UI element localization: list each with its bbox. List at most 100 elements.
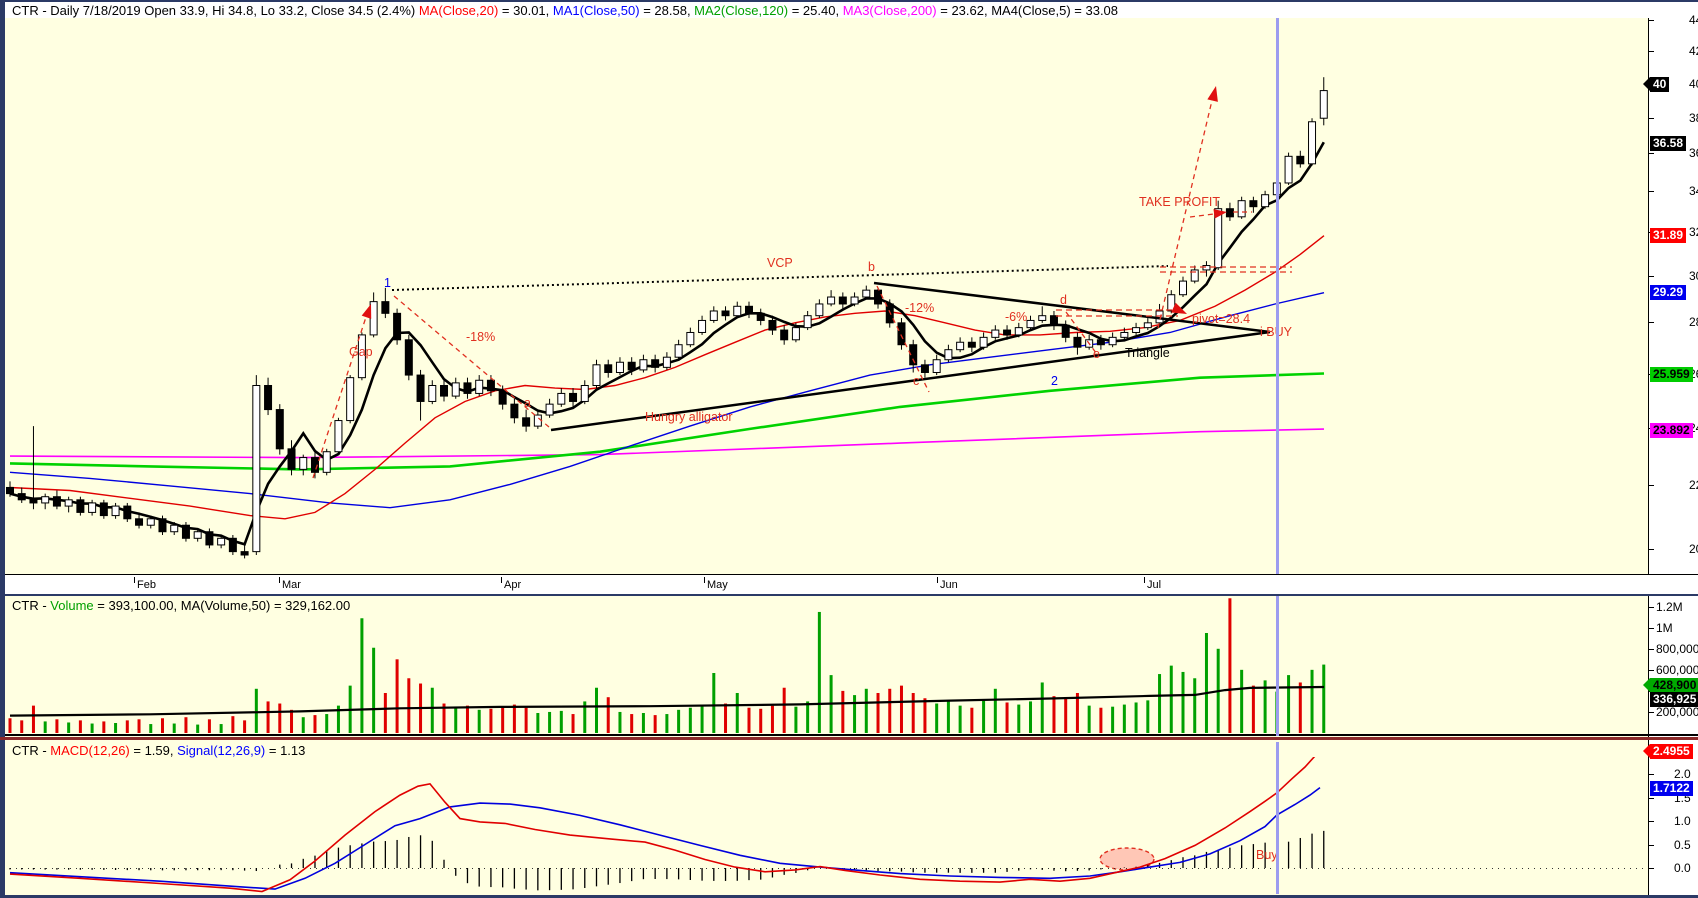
- candle-body: [522, 417, 531, 427]
- volume-bar: [196, 724, 200, 733]
- candle-body: [1108, 336, 1117, 346]
- crosshair-cursor-line[interactable]: [1276, 742, 1279, 894]
- candle-body: [1073, 336, 1082, 348]
- volume-bar: [114, 723, 118, 733]
- volume-bar: [1146, 700, 1150, 733]
- volume-bar: [55, 719, 59, 733]
- candle-body: [64, 499, 73, 507]
- volume-bar: [125, 720, 129, 733]
- volume-bar: [172, 723, 176, 733]
- volume-axis-tick-mark: [1648, 648, 1654, 650]
- volume-pane-header: CTR - Volume = 393,100.00, MA(Volume,50)…: [12, 598, 350, 613]
- volume-bar: [571, 714, 575, 733]
- volume-bar: [336, 705, 340, 733]
- volume-axis-tick-label: 1M: [1656, 621, 1673, 635]
- header-text-part: MA4(Close,5) = 33.08: [991, 3, 1119, 18]
- candle-body: [791, 327, 800, 341]
- left-frame-border: [0, 0, 5, 898]
- header-text-part: Signal(12,26,9): [177, 743, 266, 758]
- macd-line: [9, 757, 1316, 893]
- volume-bar: [290, 709, 294, 733]
- candle-body: [357, 334, 366, 379]
- candle-body: [932, 359, 941, 373]
- volume-bar: [31, 705, 35, 733]
- badge-arrow: [1643, 677, 1650, 692]
- candle-body: [1132, 327, 1141, 333]
- candle-body: [135, 518, 144, 526]
- volume-bar: [782, 687, 786, 733]
- price-axis-tick-mark: [1648, 19, 1654, 21]
- candle-body: [1190, 269, 1199, 282]
- candle-body: [991, 329, 1000, 338]
- volume-bar: [301, 717, 305, 733]
- macd-pane-graphics: [9, 757, 1645, 893]
- candle-body: [1038, 315, 1047, 321]
- candle-body: [52, 496, 61, 507]
- ma5-line: [9, 141, 1325, 546]
- volume-bar: [641, 713, 645, 733]
- candle-body: [1225, 208, 1234, 218]
- volume-axis-tick-mark: [1648, 606, 1654, 608]
- signal-line: [9, 786, 1321, 890]
- volume-bar: [958, 705, 962, 733]
- date-axis-month-label: Feb: [137, 579, 156, 591]
- macd-pane-bg: [5, 740, 1648, 895]
- candle-body: [1120, 331, 1129, 338]
- volume-bar: [677, 709, 681, 733]
- candle-body: [181, 524, 190, 539]
- volume-bar: [735, 693, 739, 733]
- crosshair-cursor-line[interactable]: [1276, 18, 1279, 574]
- candle-body: [721, 310, 730, 317]
- annotation-minus-12pct: -12%: [905, 301, 935, 315]
- volume-bar: [512, 704, 516, 733]
- top-frame-border: [0, 0, 1698, 2]
- ma50-line: [9, 292, 1325, 509]
- volume-bar: [90, 723, 94, 733]
- candle-body: [604, 364, 613, 373]
- volume-bar: [20, 720, 24, 733]
- volume-bar: [1240, 669, 1244, 733]
- volume-bar: [700, 705, 704, 733]
- candle-body: [1014, 327, 1023, 336]
- candle-body: [41, 496, 50, 504]
- volume-bar: [465, 705, 469, 733]
- macd-axis-tick-mark: [1648, 867, 1654, 869]
- volume-bar: [1052, 696, 1056, 733]
- annotation-point-c: c: [913, 374, 920, 388]
- candle-body: [1049, 315, 1058, 326]
- candle-body: [1319, 90, 1328, 119]
- date-axis-month-label: Jun: [940, 579, 958, 591]
- price-pane-bg: [5, 18, 1648, 574]
- candle-body: [733, 305, 742, 317]
- header-text-part: MA2(Close,120): [694, 3, 789, 18]
- candle-body: [1296, 155, 1305, 165]
- volume-axis-tick-mark: [1648, 669, 1654, 671]
- price-axis-value-badge: 23.892: [1650, 422, 1693, 438]
- candle-body: [99, 502, 108, 517]
- candle-body: [768, 319, 777, 331]
- candle-body: [744, 305, 753, 314]
- candle-body: [29, 499, 38, 504]
- price-axis-value-badge: 29.29: [1650, 284, 1687, 300]
- volume-bar: [770, 705, 774, 733]
- volume-bar: [1064, 698, 1068, 733]
- volume-bar: [1169, 665, 1173, 733]
- candle-body: [627, 361, 636, 371]
- candle-body: [498, 390, 507, 405]
- volume-bar: [759, 708, 763, 733]
- annotation-wave-1: 1: [384, 276, 391, 290]
- macd-axis-value-badge: 1.7122: [1650, 780, 1693, 796]
- candle-body: [569, 392, 578, 402]
- candle-body: [451, 382, 460, 397]
- crosshair-cursor-line[interactable]: [1276, 596, 1279, 736]
- volume-bar: [160, 718, 164, 733]
- price-axis-tick-label: 30: [1689, 269, 1698, 283]
- macd-pane-header: CTR - MACD(12,26) = 1.59, Signal(12,26,9…: [12, 743, 305, 758]
- candle-body: [17, 493, 26, 501]
- candle-body: [440, 384, 449, 397]
- volume-bar: [1204, 633, 1208, 733]
- volume-bar: [137, 719, 141, 733]
- date-axis-tick: [501, 577, 502, 583]
- header-text-part: MA1(Close,50): [552, 3, 640, 18]
